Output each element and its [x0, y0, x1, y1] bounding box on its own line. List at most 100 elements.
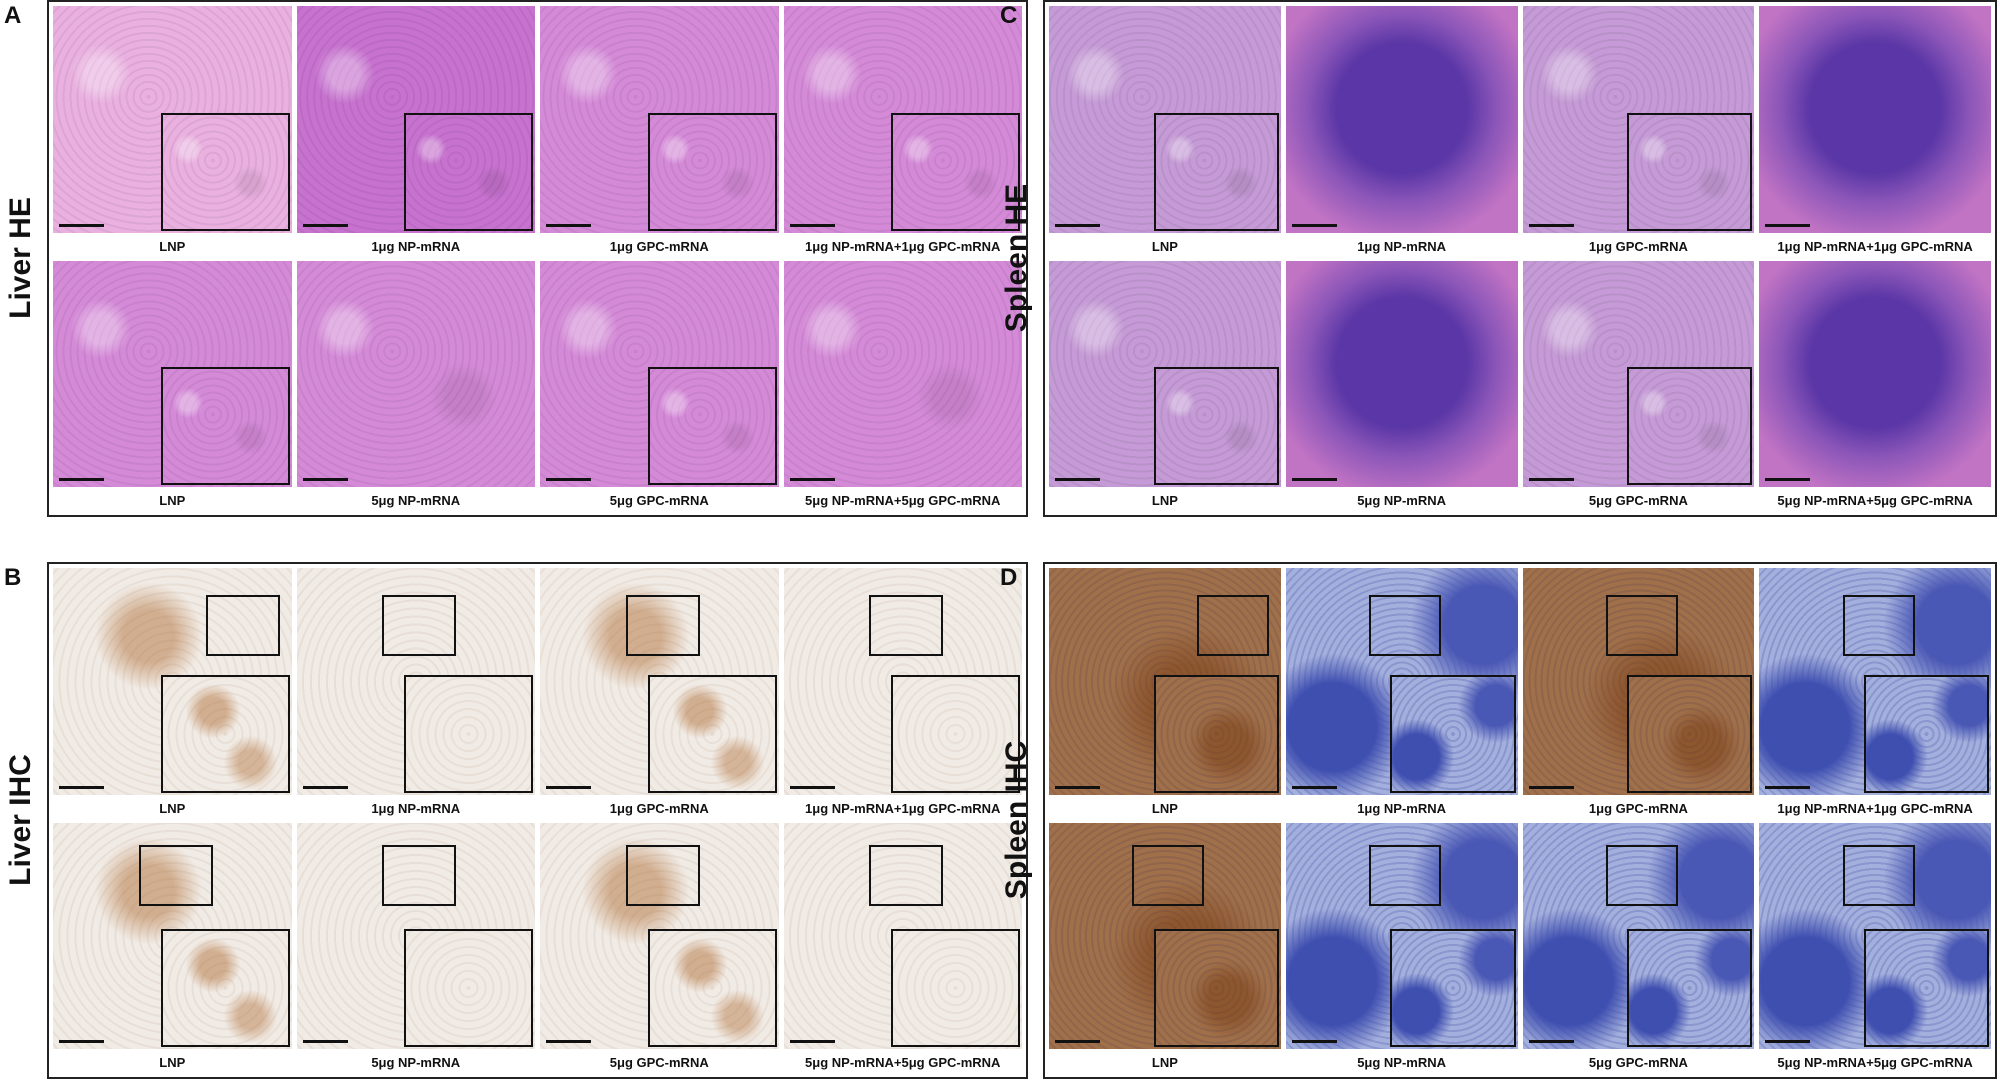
image-cell: 1μg GPC-mRNA [540, 6, 779, 261]
scale-bar [546, 1040, 591, 1043]
caption: 1μg NP-mRNA+1μg GPC-mRNA [1777, 800, 1973, 816]
panel-side-label: Liver IHC [4, 753, 37, 886]
caption: 5μg NP-mRNA [371, 493, 461, 508]
image-cell: 1μg NP-mRNA+1μg GPC-mRNA [1759, 568, 1991, 823]
caption: 1μg GPC-mRNA [1588, 800, 1688, 816]
image-cell: LNP [53, 568, 292, 823]
micrograph [1049, 6, 1281, 233]
caption: 5μg GPC-mRNA [609, 1055, 709, 1070]
image-row: LNP 5μg NP-mRNA 5μg GPC-mRNA 5μg NP-mRNA+5μ… [53, 822, 1022, 1078]
scale-bar [59, 785, 104, 789]
panel-side-label: Spleen HE [1000, 183, 1033, 332]
image-cell: LNP [53, 260, 292, 516]
inset-zoom [1627, 929, 1753, 1047]
image-cell: 5μg NP-mRNA [296, 260, 535, 516]
inset-zoom [160, 367, 290, 485]
caption: 5μg GPC-mRNA [1588, 493, 1688, 508]
inset-zoom [647, 674, 777, 793]
zoom-region [869, 845, 944, 907]
scale-bar [1291, 785, 1337, 789]
inset-zoom [1863, 674, 1989, 793]
scale-bar [789, 1040, 835, 1043]
caption: 5μg NP-mRNA [1357, 1055, 1447, 1070]
micrograph [296, 6, 535, 233]
caption: 1μg GPC-mRNA [609, 800, 709, 816]
inset-zoom [891, 112, 1020, 231]
image-row: LNP 1μg NP-mRNA 1μg GPC-mRNA 1μg NP-mRNA+1μ… [53, 6, 1022, 261]
inset-zoom [404, 674, 533, 793]
caption: 1μg NP-mRNA+1μg GPC-mRNA [805, 238, 1001, 254]
image-cell: 5μg NP-mRNA+5μg GPC-mRNA [783, 822, 1022, 1078]
inset-zoom [1627, 367, 1753, 485]
caption: 5μg NP-mRNA+5μg GPC-mRNA [805, 1055, 1001, 1070]
caption: 5μg NP-mRNA+5μg GPC-mRNA [1777, 1055, 1973, 1070]
inset-zoom [1153, 367, 1279, 485]
micrograph [53, 6, 292, 233]
caption: 5μg NP-mRNA [1357, 493, 1447, 508]
scale-bar [1291, 478, 1337, 481]
image-cell: 1μg NP-mRNA [1285, 568, 1518, 823]
inset-zoom [647, 367, 777, 485]
inset-zoom [404, 112, 533, 231]
panel: LNP 1μg NP-mRNA 1μg GPC-mRNA 1μg NP-mRNA+1μ… [47, 562, 1028, 1079]
zoom-region [625, 595, 700, 657]
image-cell: 1μg GPC-mRNA [540, 568, 779, 823]
scale-bar [59, 478, 104, 481]
zoom-region [1842, 595, 1915, 657]
inset-zoom [404, 929, 533, 1047]
image-cell: LNP [53, 822, 292, 1078]
micrograph [783, 6, 1022, 233]
micrograph [1049, 822, 1281, 1049]
zoom-region [1842, 845, 1915, 907]
inset-zoom [647, 112, 777, 231]
scale-bar [546, 223, 591, 227]
micrograph [540, 6, 779, 233]
scale-bar [1765, 478, 1811, 481]
caption: 1μg NP-mRNA+1μg GPC-mRNA [805, 800, 1001, 816]
caption: LNP [1151, 238, 1178, 254]
caption: LNP [1151, 493, 1178, 508]
image-cell: 5μg GPC-mRNA [1522, 260, 1755, 516]
inset-zoom [1153, 112, 1279, 231]
image-row: LNP 5μg NP-mRNA 5μg GPC-mRNA 5μg NP-mRNA+5μ… [53, 260, 1022, 516]
scale-bar [789, 478, 835, 481]
scale-bar [546, 478, 591, 481]
scale-bar [789, 223, 835, 227]
scale-bar [1291, 223, 1337, 227]
inset-zoom [891, 674, 1020, 793]
caption: 1μg NP-mRNA [1357, 800, 1447, 816]
panel-side-label: Liver HE [4, 196, 37, 319]
scale-bar [1055, 785, 1100, 789]
image-row: LNP 5μg NP-mRNA 5μg GPC-mRNA 5μg NP-mRNA+5μ… [1049, 260, 1991, 516]
zoom-region [205, 595, 280, 657]
micrograph [1522, 822, 1755, 1049]
micrograph [783, 822, 1022, 1049]
micrograph [540, 568, 779, 795]
micrograph [296, 568, 535, 795]
image-cell: LNP [1049, 568, 1281, 823]
caption: LNP [159, 1055, 186, 1070]
micrograph [1522, 568, 1755, 795]
image-cell: 1μg NP-mRNA+1μg GPC-mRNA [783, 568, 1022, 823]
image-cell: 1μg NP-mRNA+1μg GPC-mRNA [783, 6, 1022, 261]
inset-zoom [891, 929, 1020, 1047]
image-cell: 1μg NP-mRNA [1285, 6, 1518, 261]
caption: 5μg NP-mRNA+5μg GPC-mRNA [805, 493, 1001, 508]
caption: 5μg GPC-mRNA [609, 493, 709, 508]
scale-bar [789, 785, 835, 789]
zoom-region [1605, 845, 1678, 907]
caption: 1μg GPC-mRNA [609, 238, 709, 254]
micrograph [1285, 260, 1518, 487]
caption: LNP [1151, 1055, 1178, 1070]
scale-bar [302, 1040, 348, 1043]
caption: LNP [159, 238, 186, 254]
image-cell: 5μg NP-mRNA [296, 822, 535, 1078]
caption: 5μg GPC-mRNA [1588, 1055, 1688, 1070]
panel-letter: A [4, 2, 22, 29]
micrograph [783, 260, 1022, 487]
image-cell: 1μg NP-mRNA [296, 6, 535, 261]
micrograph [540, 822, 779, 1049]
micrograph [540, 260, 779, 487]
scale-bar [302, 223, 348, 227]
inset-zoom [1153, 929, 1279, 1047]
